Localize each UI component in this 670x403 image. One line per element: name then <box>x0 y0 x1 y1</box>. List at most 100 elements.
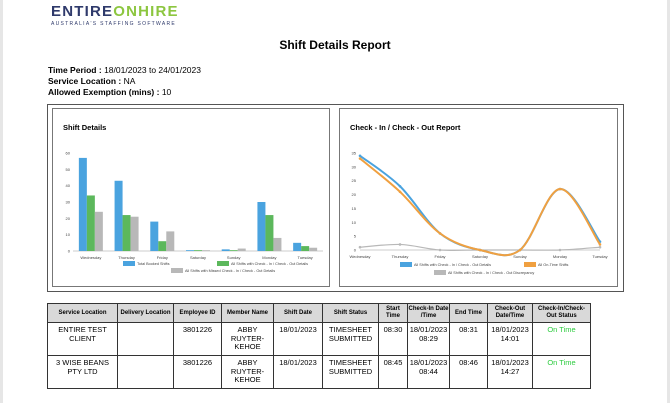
bar <box>166 231 175 251</box>
series-line <box>359 154 601 257</box>
cell-start-time: 08:30 <box>378 322 408 356</box>
legend-label: Total Booked Shifts <box>137 262 170 266</box>
cell-shift-date: 18/01/2023 <box>273 322 323 356</box>
data-point <box>518 248 522 252</box>
data-point <box>598 245 602 249</box>
col-header-end-time: End Time <box>449 303 488 323</box>
bar <box>229 250 238 251</box>
legend-swatch <box>217 261 229 266</box>
logo-wordmark: ENTIREONHIRE <box>51 4 179 20</box>
col-header-shift-status: Shift Status <box>322 303 379 323</box>
x-tick-label: Saturday <box>190 255 206 260</box>
report-meta: Time Period : 18/01/2023 to 24/01/2023 S… <box>48 65 201 98</box>
data-point <box>398 190 402 194</box>
y-tick-label: 10 <box>352 220 357 225</box>
cell-shift-status: TIMESHEET SUBMITTED <box>322 322 379 356</box>
bar <box>202 250 210 251</box>
cell-delivery-location <box>117 355 174 389</box>
bar <box>114 180 123 251</box>
y-tick-label: 60 <box>66 151 71 156</box>
data-point <box>398 243 402 246</box>
legend-label: All On-Time Shifts <box>538 263 569 267</box>
cell-status: On Time <box>532 322 591 356</box>
y-tick-label: 20 <box>66 216 71 221</box>
legend-swatch <box>123 261 135 266</box>
legend-swatch <box>524 262 536 267</box>
service-location-label: Service Location : <box>48 76 122 86</box>
col-header-shift-date: Shift Date <box>273 303 323 323</box>
cell-shift-date: 18/01/2023 <box>273 355 323 389</box>
data-point <box>358 245 362 249</box>
x-tick-label: Tuesday <box>592 254 607 259</box>
legend-label: All Shifts with Check - In / Check - Out… <box>414 263 491 267</box>
cell-status: On Time <box>532 355 591 389</box>
x-tick-label: Saturday <box>472 254 488 259</box>
time-period-label: Time Period : <box>48 65 102 75</box>
page-edge-left <box>0 0 3 403</box>
col-header-service-location: Service Location <box>47 303 118 323</box>
cell-employee-id: 3801226 <box>173 355 222 389</box>
x-tick-label: Monday <box>553 254 567 259</box>
time-period-line: Time Period : 18/01/2023 to 24/01/2023 <box>48 65 201 76</box>
x-tick-label: Monday <box>262 255 276 260</box>
cell-member-name: ABBY RUYTER-KEHOE <box>221 355 274 389</box>
data-point <box>438 232 442 235</box>
cell-employee-id: 3801226 <box>173 322 222 356</box>
x-tick-label: Thursday <box>118 255 135 260</box>
data-point <box>398 184 402 188</box>
bar <box>237 248 246 251</box>
bar <box>301 246 310 251</box>
bar-chart-svg: 0 10 20 30 40 50 60 Wednesday Thursday Friday Satu… <box>66 151 323 273</box>
cell-delivery-location <box>117 322 174 356</box>
col-header-check-out: Check-Out Date/Time <box>487 303 533 323</box>
allowed-exemption-value: 10 <box>161 87 172 97</box>
x-tick-label: Sunday <box>227 255 241 260</box>
cell-service-location: 3 WISE BEANS PTY LTD <box>47 355 118 389</box>
bar <box>94 211 103 251</box>
data-point <box>358 154 362 158</box>
y-tick-label: 0 <box>68 249 71 254</box>
col-header-status: Check-In/Check-Out Status <box>532 303 591 323</box>
y-tick-label: 20 <box>352 192 357 197</box>
y-tick-label: 50 <box>66 167 71 172</box>
bar <box>78 157 87 251</box>
company-logo: ENTIREONHIRE AUSTRALIA'S STAFFING SOFTWA… <box>51 4 179 28</box>
shift-details-table: Service Location Delivery Location Emplo… <box>47 303 591 389</box>
cell-service-location: ENTIRE TEST CLIENT <box>47 322 118 356</box>
bar <box>186 250 194 251</box>
col-header-check-in: Check-In Date /Time <box>407 303 450 323</box>
col-header-member-name: Member Name <box>221 303 274 323</box>
y-tick-label: 40 <box>66 183 71 188</box>
col-header-start-time: Start Time <box>378 303 408 323</box>
bar <box>122 215 131 251</box>
legend-label: All Shifts with Check - In / Check - Out… <box>231 262 308 266</box>
table-row: ENTIRE TEST CLIENT 3801226 ABBY RUYTER-K… <box>47 322 591 356</box>
logo-part-entire: ENTIRE <box>51 3 114 20</box>
y-tick-label: 5 <box>354 234 357 239</box>
x-tick-label: Wednesday <box>349 254 370 259</box>
table-row: 3 WISE BEANS PTY LTD 3801226 ABBY RUYTER… <box>47 355 591 389</box>
table-header-row: Service Location Delivery Location Emplo… <box>47 303 591 323</box>
y-tick-label: 25 <box>352 178 357 183</box>
cell-shift-status: TIMESHEET SUBMITTED <box>322 355 379 389</box>
x-tick-label: Thursday <box>392 254 409 259</box>
logo-tagline: AUSTRALIA'S STAFFING SOFTWARE <box>51 21 177 27</box>
y-tick-label: 30 <box>352 164 357 169</box>
bar <box>273 237 282 251</box>
y-tick-label: 15 <box>352 206 357 211</box>
data-point <box>598 243 602 246</box>
allowed-exemption-line: Allowed Exemption (mins) : 10 <box>48 87 201 98</box>
data-point <box>438 248 442 252</box>
cell-check-in: 18/01/2023 08:44 <box>407 355 450 389</box>
checkin-checkout-chart-title: Check - In / Check - Out Report <box>350 123 461 132</box>
bar <box>293 242 302 251</box>
x-tick-label: Sunday <box>513 254 527 259</box>
charts-frame: Shift Details 0 10 20 30 40 50 60 Wednesday Thur… <box>47 104 624 292</box>
cell-check-out: 18/01/2023 14:27 <box>487 355 533 389</box>
bar <box>221 249 230 251</box>
cell-check-out: 18/01/2023 14:01 <box>487 322 533 356</box>
col-header-employee-id: Employee ID <box>173 303 222 323</box>
legend-swatch <box>400 262 412 267</box>
page-edge-right <box>667 0 670 403</box>
y-tick-label: 10 <box>66 232 71 237</box>
